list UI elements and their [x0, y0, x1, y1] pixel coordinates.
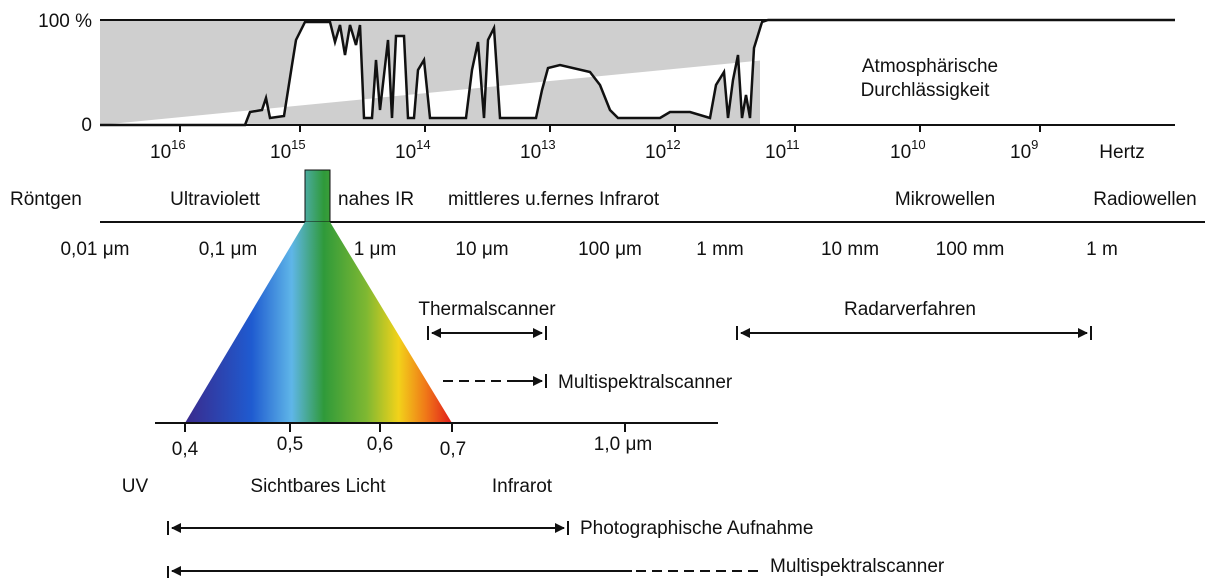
- frequency-exponent: 12: [666, 137, 680, 152]
- wavelength-label: 10 μm: [455, 239, 508, 260]
- wavelength-label: 0,1 μm: [199, 239, 257, 260]
- band-name: Röntgen: [10, 189, 82, 210]
- band-name: Ultraviolett: [170, 189, 260, 210]
- frequency-base: 10: [765, 142, 786, 163]
- transmission-title: Atmosphärische: [862, 56, 998, 77]
- label-0: 0: [81, 115, 92, 136]
- frequency-base: 10: [520, 142, 541, 163]
- label-100: 100 %: [38, 11, 92, 32]
- method-label: Multispektralscanner: [770, 556, 945, 577]
- band-name: mittleres u.fernes Infrarot: [448, 189, 660, 210]
- band-name: Mikrowellen: [895, 189, 995, 210]
- region-label: Sichtbares Licht: [250, 476, 386, 497]
- wavelength-label: 1 μm: [354, 239, 397, 260]
- wavelength-label: 1 m: [1086, 239, 1118, 260]
- spectrum-strip: [305, 170, 330, 222]
- frequency-exponent: 16: [171, 137, 185, 152]
- frequency-label: 1011: [765, 137, 800, 163]
- visible-ticks: [184, 423, 626, 432]
- transmission-curve: [100, 18, 1175, 127]
- frequency-exponent: 9: [1031, 137, 1038, 152]
- frequency-label: 109: [1010, 137, 1038, 163]
- frequency-exponent: 13: [541, 137, 555, 152]
- frequency-label: 1012: [645, 137, 681, 163]
- frequency-exponent: 11: [786, 137, 800, 152]
- tick-label: 1,0 μm: [594, 434, 652, 455]
- tick-label: 0,4: [172, 439, 199, 460]
- transmission-title: Durchlässigkeit: [861, 80, 991, 101]
- tick-label: 0,7: [440, 439, 466, 460]
- region-label: UV: [122, 476, 149, 497]
- frequency-axis: 1016 1015 1014 1013 1012 1011 1010 109: [150, 125, 1041, 163]
- wavelength-label: 100 μm: [578, 239, 642, 260]
- frequency-base: 10: [395, 142, 416, 163]
- method-label: Photographische Aufnahme: [580, 518, 813, 539]
- frequency-unit: Hertz: [1099, 142, 1144, 163]
- frequency-base: 10: [1010, 142, 1031, 163]
- wavelength-axis: 0,01 μm 0,1 μm 1 μm 10 μm 100 μm 1 mm 10 mm 100…: [60, 239, 1117, 260]
- frequency-label: 1013: [520, 137, 556, 163]
- wavelength-label: 0,01 μm: [60, 239, 129, 260]
- frequency-base: 10: [890, 142, 911, 163]
- frequency-base: 10: [645, 142, 666, 163]
- sensor-label: Multispektralscanner: [558, 372, 733, 393]
- frequency-label: 1016: [150, 137, 186, 163]
- frequency-label: 1010: [890, 137, 926, 163]
- band-names: Röntgen Ultraviolett nahes IR mittleres u.f…: [10, 189, 1197, 210]
- wavelength-label: 1 mm: [696, 239, 744, 260]
- frequency-label: 1015: [270, 137, 306, 163]
- band-name: Radiowellen: [1093, 189, 1197, 210]
- region-label: Infrarot: [492, 476, 553, 497]
- tick-label: 0,5: [277, 434, 303, 455]
- frequency-exponent: 10: [911, 137, 925, 152]
- tick-label: 0,6: [367, 434, 393, 455]
- frequency-exponent: 15: [291, 137, 305, 152]
- wavelength-label: 100 mm: [936, 239, 1005, 260]
- sensor-label: Thermalscanner: [418, 299, 556, 320]
- transmission-chart: 100 % 0 Atmosphärische Durchlässigkeit: [38, 11, 1175, 136]
- wavelength-label: 10 mm: [821, 239, 879, 260]
- sensor-label: Radarverfahren: [844, 299, 976, 320]
- frequency-base: 10: [150, 142, 171, 163]
- frequency-exponent: 14: [416, 137, 430, 152]
- frequency-label: 1014: [395, 137, 431, 163]
- band-name: nahes IR: [338, 189, 414, 210]
- spectrum-triangle: [185, 222, 452, 423]
- frequency-base: 10: [270, 142, 291, 163]
